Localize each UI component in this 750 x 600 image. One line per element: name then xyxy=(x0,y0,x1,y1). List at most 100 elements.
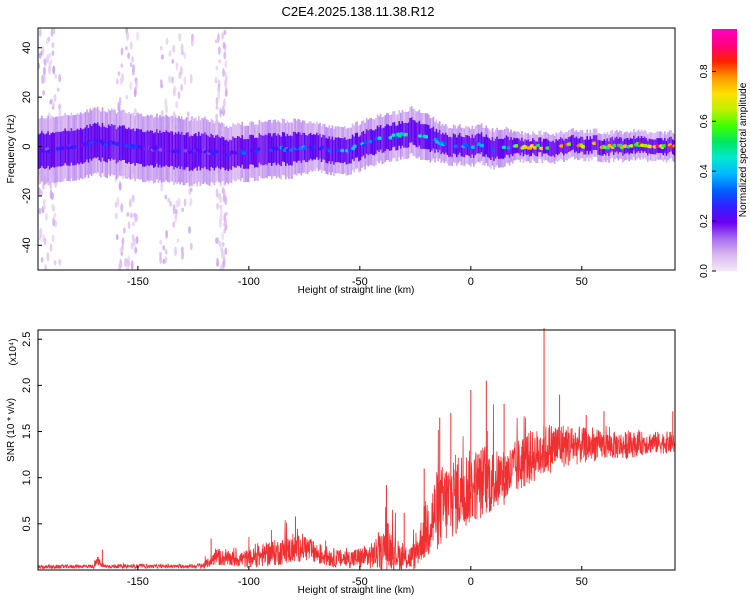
spectrogram-cell xyxy=(629,144,634,148)
spectrogram-cell xyxy=(43,66,46,76)
spectrogram-cell xyxy=(501,145,507,150)
spectrogram-cell xyxy=(595,135,598,150)
spectrogram-cell xyxy=(267,133,270,163)
spectrogram-cell xyxy=(212,135,214,168)
spectrogram-cell xyxy=(119,258,123,269)
spectrogram-cell xyxy=(518,138,520,154)
spectrogram-cell xyxy=(129,41,133,50)
spectrogram-cell xyxy=(217,90,221,100)
spectrogram-cell xyxy=(183,148,189,153)
spectrogram-heatmap xyxy=(38,28,675,270)
x-tick-label: 0 xyxy=(468,576,474,588)
spectrogram-cell xyxy=(160,109,164,118)
spectrogram-cell xyxy=(124,257,127,268)
spectrogram-cell xyxy=(564,138,567,154)
spectrogram-cell xyxy=(384,126,387,151)
spectrogram-cell xyxy=(367,130,369,156)
spectrogram-cell xyxy=(665,140,668,156)
spectrogram-cell xyxy=(100,127,102,162)
spectrogram-cell xyxy=(449,136,452,157)
spectrogram-cell xyxy=(612,143,617,148)
spectrogram-cell xyxy=(218,240,222,248)
spectrogram-cell xyxy=(219,207,223,217)
spectrogram-cell xyxy=(189,242,193,250)
spectrogram-cell xyxy=(43,198,46,206)
spectrogram-cell xyxy=(162,245,166,251)
spectrogram-cell xyxy=(121,237,125,246)
spectrogram-cell xyxy=(219,195,222,204)
spectrogram-cell xyxy=(333,140,335,165)
spectrogram-cell xyxy=(135,236,139,245)
spectrogram-cell xyxy=(181,207,185,212)
spectrogram-cell xyxy=(586,136,588,151)
spectrogram-cell xyxy=(483,136,486,157)
spectrogram-cell xyxy=(94,138,100,143)
spectrogram-cell xyxy=(409,118,411,143)
spectrogram-cell xyxy=(48,65,51,75)
x-tick-label: -100 xyxy=(238,576,260,588)
spectrogram-cell xyxy=(189,187,193,192)
spectrogram-cell xyxy=(126,260,130,267)
spectrogram-cell xyxy=(448,137,450,157)
spectrogram-cell xyxy=(216,257,220,268)
spectrogram-cell xyxy=(160,182,164,192)
spectrogram-cell xyxy=(451,137,453,158)
spectrogram-cell xyxy=(249,134,251,165)
spectrogram-cell xyxy=(183,52,187,60)
spectrogram-cell xyxy=(56,87,60,92)
spectrogram-cell xyxy=(219,265,223,270)
spectrogram-cell xyxy=(188,226,191,234)
spectrogram-cell xyxy=(38,207,42,215)
spectrogram-cell xyxy=(140,129,143,164)
spectrogram-cell xyxy=(128,198,132,208)
spectrogram-cell xyxy=(46,251,50,262)
spectrogram-cell xyxy=(418,120,421,146)
spectrogram-cell xyxy=(388,135,394,140)
spectrogram-cell xyxy=(159,46,163,51)
spectrogram-cell xyxy=(190,37,194,47)
spectrogram-cell xyxy=(497,139,500,159)
spectrogram-cell xyxy=(470,145,476,149)
spectrogram-cell xyxy=(242,151,248,155)
spectrogram-cell xyxy=(215,65,219,71)
spectrogram-cell xyxy=(246,139,248,169)
spectrogram-cell xyxy=(302,146,308,150)
colorbar-tick-label: 0.2 xyxy=(699,214,710,228)
spectrogram-cell xyxy=(306,135,309,163)
spectrogram-cell xyxy=(142,146,148,151)
spectrogram-cell xyxy=(550,141,553,157)
snr-plot-area xyxy=(37,328,676,571)
spectrogram-cell xyxy=(382,127,385,153)
spectrogram-cell xyxy=(58,74,62,83)
spectrogram-cell xyxy=(429,128,432,152)
spectrogram-cell xyxy=(263,135,265,166)
spectrogram-cell xyxy=(268,148,274,153)
spectrogram-cell xyxy=(183,198,187,207)
snr-panel: -150 -100 -50 0 50 0.5 1.0 1.5 2.0 2.5 (x10⁴) He… xyxy=(6,328,676,596)
spectrogram-cell xyxy=(43,58,47,67)
spectrogram-cell xyxy=(431,128,433,151)
spectrogram-cell xyxy=(254,150,260,154)
snr-frame xyxy=(37,329,676,571)
spectrogram-cell xyxy=(553,142,556,158)
spectrogram-cell xyxy=(49,59,53,65)
spectrogram-cell xyxy=(199,135,202,171)
spectrogram-cell xyxy=(179,66,183,76)
spectrogram-cell xyxy=(131,56,134,63)
spectrogram-cell xyxy=(46,149,52,154)
snr-multiplier: (x10⁴) xyxy=(8,338,19,365)
spectrogram-cell xyxy=(182,135,185,170)
spectrogram-cell xyxy=(559,144,564,148)
spectrogram-cell xyxy=(115,234,119,240)
spectrogram-cell xyxy=(459,133,461,153)
spectrogram-cell xyxy=(169,201,173,207)
y-tick-label: 0.5 xyxy=(21,516,33,531)
spectrogram-cell xyxy=(123,227,126,234)
spectrogram-cell xyxy=(88,141,94,145)
spectrogram-cell xyxy=(539,137,542,153)
spectrogram-cell xyxy=(217,33,220,43)
colorbar-tick-label: 0.6 xyxy=(699,114,710,128)
colorbar-ticks: 0.0 0.2 0.4 0.6 0.8 xyxy=(699,64,716,278)
snr-y-label: SNR (10 * v/v) xyxy=(6,398,17,462)
spectrogram-cell xyxy=(647,144,653,149)
